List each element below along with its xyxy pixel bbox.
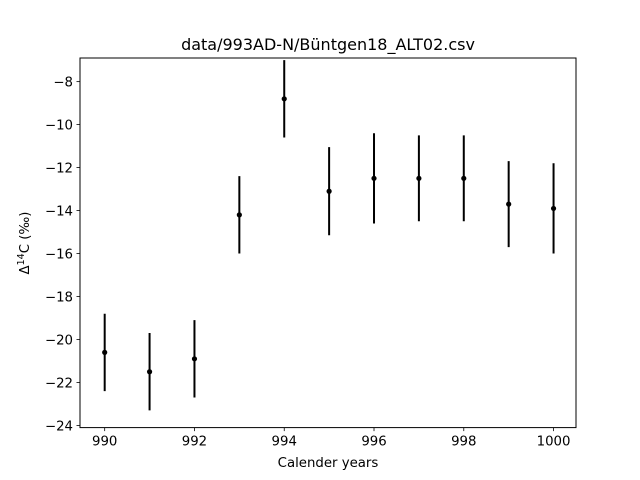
y-tick-label: −16 <box>45 247 73 262</box>
y-tick-label: −22 <box>45 376 73 391</box>
data-point[interactable] <box>550 205 557 212</box>
y-tick-label: −12 <box>45 161 73 176</box>
x-axis-ticks: 990 992 994 996 998 1000 <box>92 427 571 450</box>
data-point[interactable] <box>506 201 512 207</box>
y-tick-label: −14 <box>45 204 73 219</box>
data-layer <box>102 60 557 411</box>
y-tick-label: −18 <box>45 290 73 305</box>
y-axis-label-prefix: Δ <box>18 265 33 274</box>
x-axis-label: Calender years <box>278 456 379 471</box>
x-tick-label: 994 <box>272 435 297 450</box>
y-axis-label-suffix: C (‰) <box>18 212 33 254</box>
data-point[interactable] <box>281 96 287 102</box>
data-point[interactable] <box>236 212 242 218</box>
data-point[interactable] <box>416 175 422 181</box>
y-tick-label: −24 <box>45 419 73 434</box>
data-point[interactable] <box>191 356 198 362</box>
axes-frame <box>79 57 577 429</box>
x-tick-label: 998 <box>451 435 476 450</box>
y-axis-label-superscript: 14 <box>16 253 27 265</box>
data-point[interactable] <box>371 175 377 181</box>
data-point[interactable] <box>146 369 153 375</box>
x-tick-label: 996 <box>361 435 386 450</box>
x-tick-label: 1000 <box>537 435 571 450</box>
plot-area <box>79 57 577 429</box>
y-tick-label: −10 <box>45 118 73 133</box>
y-tick-label: −20 <box>45 333 73 348</box>
y-axis-ticks: −8 −10 −12 −14 −16 −18 −20 −22 −24 <box>45 75 80 434</box>
x-tick-label: 992 <box>182 435 207 450</box>
x-tick-label: 990 <box>92 435 117 450</box>
chart-title: data/993AD-N/Büntgen18_ALT02.csv <box>181 35 475 55</box>
y-tick-label: −8 <box>53 75 73 90</box>
data-point[interactable] <box>461 175 467 181</box>
data-point[interactable] <box>102 349 108 355</box>
data-point[interactable] <box>326 188 332 194</box>
y-axis-label: Δ14C (‰) <box>16 212 33 275</box>
